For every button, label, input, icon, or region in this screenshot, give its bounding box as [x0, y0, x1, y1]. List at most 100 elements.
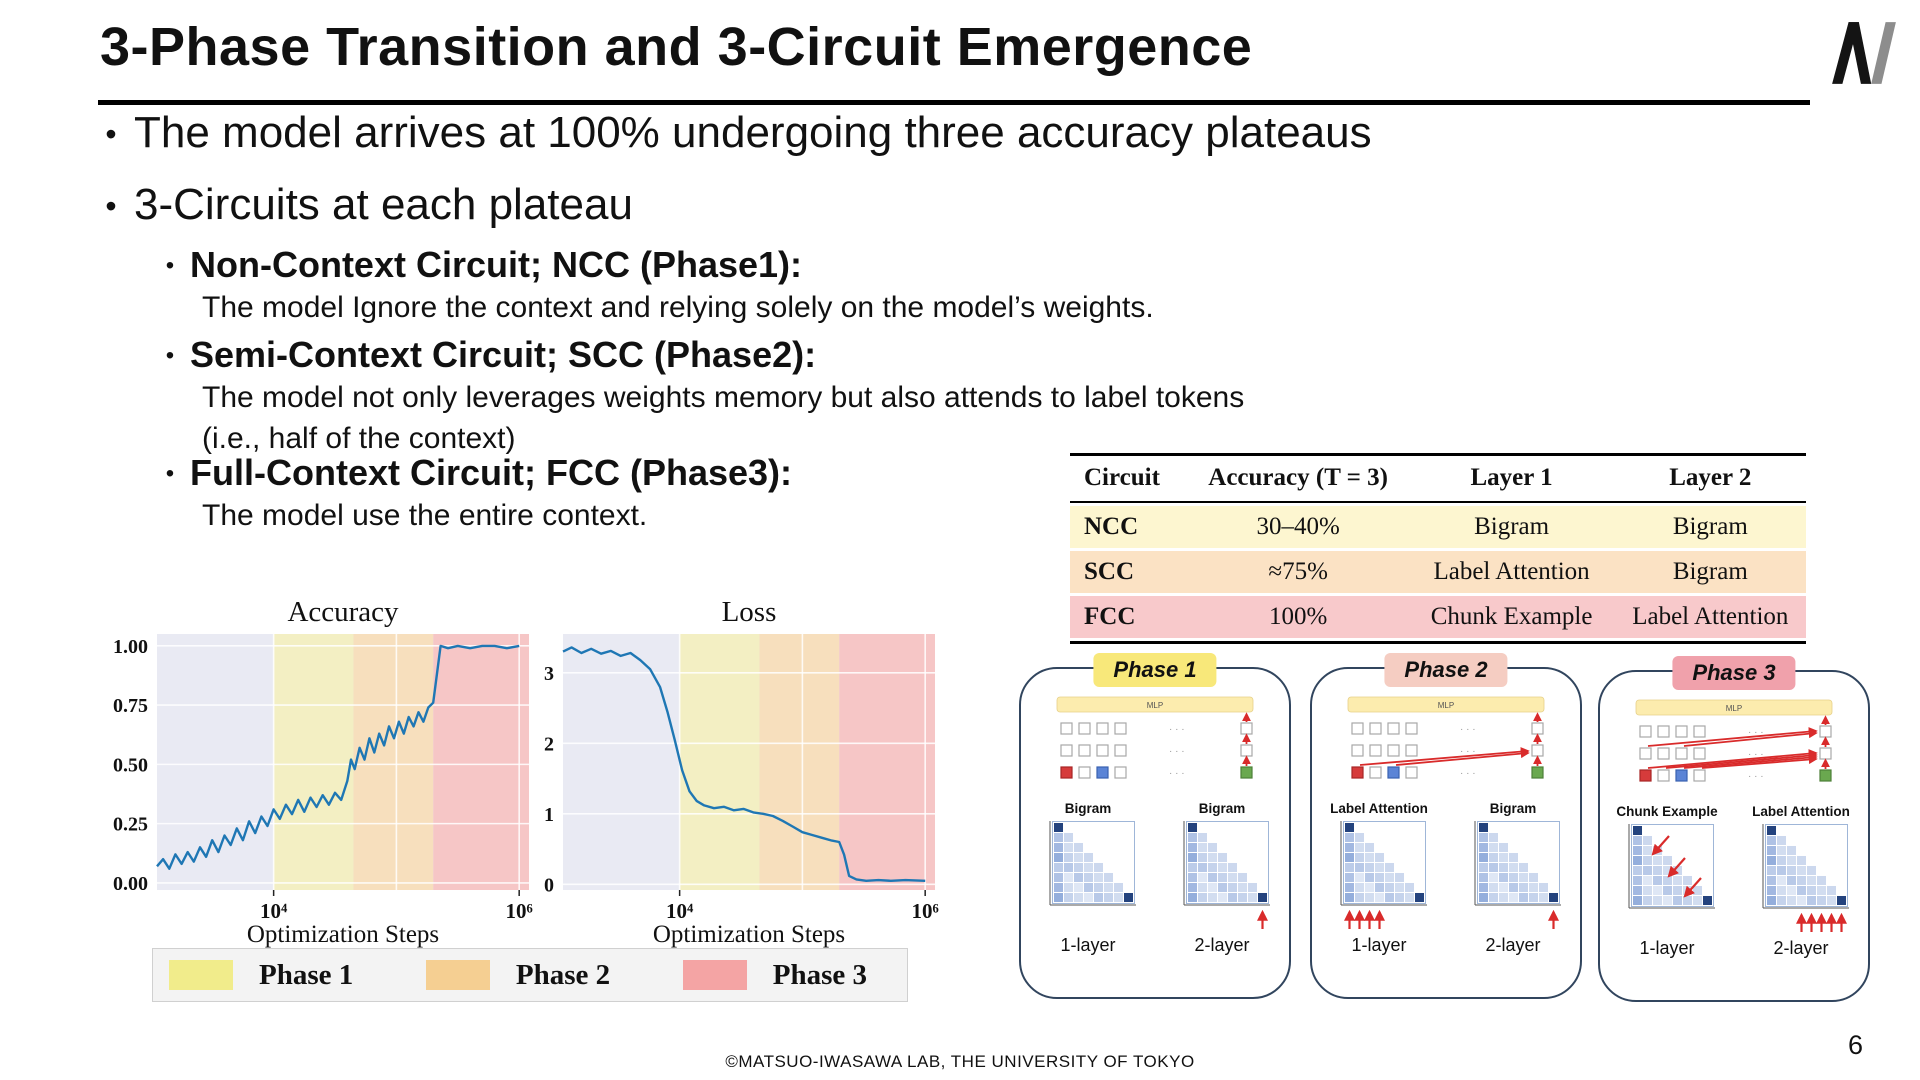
- phase1-card: Phase 1 MLP · · · · · · · · · Bigram 1-laye…: [1019, 653, 1291, 999]
- loss-chart-title: Loss: [721, 596, 777, 628]
- svg-text:· · ·: · · ·: [1748, 771, 1764, 782]
- svg-text:MLP: MLP: [1726, 704, 1742, 713]
- accuracy-chart: Accuracy 0.00 0.25 0.50 0.75 1.00 10⁴ 10⁶ Opti…: [90, 596, 550, 949]
- svg-text:MLP: MLP: [1438, 701, 1454, 710]
- bullet-icon: •: [165, 460, 175, 487]
- page-number: 6: [1848, 1030, 1864, 1060]
- phase3-legend-label: Phase 3: [772, 958, 867, 991]
- phase1-heatmaps: Bigram 1-layer Bigram 2-layer: [1021, 801, 1289, 956]
- table-row-ncc: NCC 30–40% Bigram Bigram: [1070, 506, 1806, 548]
- svg-text:1.00: 1.00: [113, 636, 148, 658]
- loss-chart: Loss 0 1 2 3 10⁴ 10⁶ Optimization Steps: [496, 596, 956, 949]
- sub-bullet-fcc: • Full-Context Circuit; FCC (Phase3): Th…: [150, 452, 1250, 535]
- cell-layer2: Label Attention: [1632, 603, 1789, 630]
- bullet-plateaus-text: The model arrives at 100% undergoing thr…: [134, 108, 1372, 157]
- ncc-heading-row: • Non-Context Circuit; NCC (Phase1):: [150, 244, 1250, 286]
- fcc-heading-row: • Full-Context Circuit; FCC (Phase3):: [150, 452, 1250, 494]
- phase3-circuit-diagram: MLP · · · · · · · · ·: [1635, 699, 1833, 782]
- cell-circuit: NCC: [1084, 513, 1139, 540]
- svg-text:0.50: 0.50: [113, 754, 148, 776]
- phase3-heatmaps: Chunk Example 1-layer Label Attention 2-…: [1600, 804, 1868, 959]
- phase2-legend-label: Phase 2: [515, 958, 611, 991]
- attention-heatmap: [1340, 821, 1427, 929]
- heatmap-label: Bigram: [1198, 801, 1246, 816]
- layer-caption: 2-layer: [1773, 938, 1829, 958]
- svg-text:· · ·: · · ·: [1460, 724, 1476, 735]
- cell-accuracy: 30–40%: [1256, 513, 1340, 540]
- svg-text:0.25: 0.25: [113, 814, 148, 836]
- svg-text:10⁴: 10⁴: [260, 899, 288, 920]
- cell-layer1: Label Attention: [1433, 558, 1590, 585]
- heatmap-column: Bigram 1-layer: [1021, 801, 1155, 956]
- cell-layer2: Bigram: [1672, 513, 1748, 540]
- bullet-icon: •: [165, 342, 175, 369]
- table-row-scc: SCC ≈75% Label Attention Bigram: [1070, 551, 1806, 593]
- svg-text:3: 3: [544, 663, 554, 685]
- table-row-fcc: FCC 100% Chunk Example Label Attention: [1070, 596, 1806, 638]
- svg-text:2: 2: [544, 733, 554, 755]
- cell-layer2: Bigram: [1672, 558, 1748, 585]
- layer-caption: 1-layer: [1639, 938, 1695, 958]
- cell-circuit: FCC: [1084, 603, 1136, 630]
- svg-text:· · ·: · · ·: [1169, 724, 1185, 735]
- accuracy-xlabel: Optimization Steps: [246, 921, 440, 948]
- cell-accuracy: ≈75%: [1268, 558, 1328, 585]
- sub-bullet-scc: • Semi-Context Circuit; SCC (Phase2): Th…: [150, 334, 1250, 457]
- footer-copyright: ©MATSUO-IWASAWA LAB, THE UNIVERSITY OF T…: [725, 1052, 1195, 1071]
- phase-legend: Phase 1 Phase 2 Phase 3: [152, 948, 908, 1002]
- cell-accuracy: 100%: [1268, 603, 1328, 630]
- phase2-circuit-diagram: MLP · · · · · · · · ·: [1347, 696, 1545, 779]
- ncc-heading: Non-Context Circuit; NCC (Phase1):: [190, 244, 803, 285]
- bullet-icon: •: [165, 252, 175, 279]
- legend-item-phase3: Phase 3: [682, 958, 867, 992]
- svg-text:10⁶: 10⁶: [912, 899, 939, 920]
- col-header-circuit: Circuit: [1070, 453, 1188, 503]
- phase3-swatch: [682, 960, 747, 990]
- scc-heading: Semi-Context Circuit; SCC (Phase2):: [190, 334, 817, 375]
- svg-text:1: 1: [544, 804, 554, 826]
- svg-text:10⁶: 10⁶: [506, 899, 533, 920]
- phase3-card: Phase 3 MLP · · · · · · · · · Chunk Example…: [1598, 656, 1870, 1002]
- heatmap-label: Label Attention: [1752, 804, 1850, 819]
- scc-heading-row: • Semi-Context Circuit; SCC (Phase2):: [150, 334, 1250, 376]
- layer-caption: 2-layer: [1485, 935, 1541, 955]
- col-header-layer1: Layer 1: [1408, 453, 1615, 503]
- table-header-row: Circuit Accuracy (T = 3) Layer 1 Layer 2: [1070, 453, 1806, 503]
- svg-text:· · ·: · · ·: [1460, 768, 1476, 779]
- phase2-badge: Phase 2: [1384, 653, 1508, 687]
- svg-text:· · ·: · · ·: [1460, 746, 1476, 757]
- heatmap-column: Label Attention 1-layer: [1312, 801, 1446, 956]
- col-header-accuracy: Accuracy (T = 3): [1187, 453, 1409, 503]
- legend-item-phase2: Phase 2: [425, 958, 611, 992]
- attention-heatmap: [1762, 824, 1849, 932]
- svg-text:0.75: 0.75: [113, 695, 148, 717]
- svg-text:· · ·: · · ·: [1169, 746, 1185, 757]
- ncc-description: The model Ignore the context and relying…: [202, 291, 1154, 324]
- svg-text:· · ·: · · ·: [1748, 727, 1764, 738]
- page-title: 3-Phase Transition and 3-Circuit Emergen…: [100, 17, 1253, 77]
- phase1-swatch: [169, 960, 233, 990]
- scc-description-line1: The model not only leverages weights mem…: [202, 381, 1245, 414]
- loss-plot: 0 1 2 3 10⁴ 10⁶: [544, 634, 939, 923]
- bullet-circuits-text: 3-Circuits at each plateau: [134, 180, 633, 229]
- heatmap-label: Label Attention: [1330, 801, 1428, 816]
- circuit-table: Circuit Accuracy (T = 3) Layer 1 Layer 2…: [1070, 450, 1806, 644]
- heatmap-column: Bigram 2-layer: [1446, 801, 1580, 956]
- attention-heatmap: [1474, 821, 1561, 929]
- fcc-heading: Full-Context Circuit; FCC (Phase3):: [190, 452, 793, 493]
- heatmap-label: Chunk Example: [1616, 804, 1718, 819]
- layer-caption: 2-layer: [1194, 935, 1250, 955]
- legend-item-phase1: Phase 1: [169, 959, 353, 992]
- title-underline: [98, 100, 1810, 105]
- bullet-circuits: • 3-Circuits at each plateau: [88, 180, 1588, 230]
- heatmap-label: Bigram: [1489, 801, 1537, 816]
- bullet-icon: •: [105, 116, 117, 152]
- phase1-circuit-diagram: MLP · · · · · · · · ·: [1056, 696, 1254, 779]
- svg-text:· · ·: · · ·: [1169, 768, 1185, 779]
- svg-text:0: 0: [544, 874, 554, 896]
- phase2-card: Phase 2 MLP · · · · · · · · · Label Attenti…: [1310, 653, 1582, 999]
- bullet-icon: •: [105, 188, 117, 224]
- phase3-badge: Phase 3: [1672, 656, 1796, 690]
- heatmap-label: Bigram: [1064, 801, 1112, 816]
- cell-layer1: Bigram: [1474, 513, 1550, 540]
